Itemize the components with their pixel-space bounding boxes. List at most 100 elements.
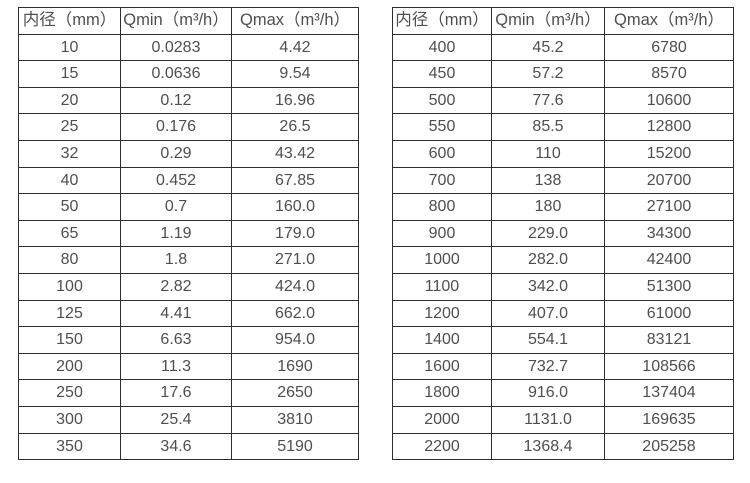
table-cell: 1131.0	[491, 405, 605, 434]
table-row: 20 0.12 16.96	[18, 86, 359, 115]
table-cell: 179.0	[231, 219, 359, 248]
table-cell: 45.2	[491, 33, 605, 62]
flow-rate-tables-container: 内径（mm） Qmin（m³/h） Qmax（m³/h） 10 0.0283 4.4…	[18, 7, 734, 461]
table-cell: 450	[392, 60, 492, 88]
table-cell: 900	[392, 219, 492, 248]
table-cell: 169635	[604, 405, 734, 434]
table-cell: 2000	[392, 405, 492, 434]
table-cell: 1368.4	[491, 432, 605, 461]
table-cell: 180	[491, 193, 605, 221]
table-header-row: 内径（mm） Qmin（m³/h） Qmax（m³/h）	[18, 7, 359, 35]
table-cell: 11.3	[120, 352, 232, 381]
table-cell: 108566	[604, 352, 734, 381]
table-row: 10 0.0283 4.42	[18, 33, 359, 62]
table-row: 900 229.0 34300	[392, 219, 734, 248]
table-cell: 916.0	[491, 379, 605, 407]
table-row: 800 180 27100	[392, 193, 734, 221]
table-cell: 732.7	[491, 352, 605, 381]
table-cell: 271.0	[231, 246, 359, 274]
table-cell: 42400	[604, 246, 734, 274]
table-cell: 0.12	[120, 86, 232, 115]
table-header-row: 内径（mm） Qmin（m³/h） Qmax（m³/h）	[392, 7, 734, 35]
table-cell: 0.0283	[120, 33, 232, 62]
table-cell: 77.6	[491, 86, 605, 115]
table-row: 50 0.7 160.0	[18, 193, 359, 221]
table-cell: 4.42	[231, 33, 359, 62]
table-cell: 550	[392, 113, 492, 141]
table-cell: 8570	[604, 60, 734, 88]
table-cell: 100	[18, 272, 121, 301]
table-row: 1400 554.1 83121	[392, 326, 734, 354]
table-cell: 138	[491, 166, 605, 195]
table-cell: 662.0	[231, 299, 359, 328]
table-cell: 16.96	[231, 86, 359, 115]
column-header-qmin: Qmin（m³/h）	[120, 7, 232, 35]
table-cell: 1690	[231, 352, 359, 381]
table-cell: 1.19	[120, 219, 232, 248]
table-cell: 40	[18, 166, 121, 195]
table-cell: 600	[392, 139, 492, 168]
table-cell: 10600	[604, 86, 734, 115]
table-cell: 205258	[604, 432, 734, 461]
table-row: 250 17.6 2650	[18, 379, 359, 407]
table-cell: 43.42	[231, 139, 359, 168]
column-header-qmax: Qmax（m³/h）	[231, 7, 359, 35]
table-cell: 2.82	[120, 272, 232, 301]
table-cell: 15	[18, 60, 121, 88]
table-cell: 27100	[604, 193, 734, 221]
table-cell: 954.0	[231, 326, 359, 354]
column-header-qmax: Qmax（m³/h）	[604, 7, 734, 35]
table-cell: 50	[18, 193, 121, 221]
table-cell: 1200	[392, 299, 492, 328]
table-row: 40 0.452 67.85	[18, 166, 359, 195]
table-cell: 25.4	[120, 405, 232, 434]
table-cell: 500	[392, 86, 492, 115]
table-cell: 125	[18, 299, 121, 328]
table-cell: 1000	[392, 246, 492, 274]
table-cell: 150	[18, 326, 121, 354]
table-cell: 200	[18, 352, 121, 381]
flow-rate-table-large-diameters: 内径（mm） Qmin（m³/h） Qmax（m³/h） 400 45.2 6780…	[392, 7, 734, 461]
table-cell: 342.0	[491, 272, 605, 301]
table-cell: 407.0	[491, 299, 605, 328]
table-cell: 554.1	[491, 326, 605, 354]
table-row: 1600 732.7 108566	[392, 352, 734, 381]
table-cell: 51300	[604, 272, 734, 301]
table-cell: 2200	[392, 432, 492, 461]
table-cell: 0.176	[120, 113, 232, 141]
table-cell: 83121	[604, 326, 734, 354]
table-cell: 700	[392, 166, 492, 195]
table-row: 15 0.0636 9.54	[18, 60, 359, 88]
table-cell: 17.6	[120, 379, 232, 407]
table-cell: 424.0	[231, 272, 359, 301]
table-cell: 80	[18, 246, 121, 274]
table-cell: 32	[18, 139, 121, 168]
table-cell: 300	[18, 405, 121, 434]
table-row: 700 138 20700	[392, 166, 734, 195]
table-row: 150 6.63 954.0	[18, 326, 359, 354]
table-row: 80 1.8 271.0	[18, 246, 359, 274]
table-row: 1200 407.0 61000	[392, 299, 734, 328]
table-cell: 110	[491, 139, 605, 168]
table-cell: 0.0636	[120, 60, 232, 88]
table-cell: 137404	[604, 379, 734, 407]
table-row: 600 110 15200	[392, 139, 734, 168]
table-row: 1100 342.0 51300	[392, 272, 734, 301]
table-row: 2200 1368.4 205258	[392, 432, 734, 461]
table-row: 32 0.29 43.42	[18, 139, 359, 168]
table-cell: 282.0	[491, 246, 605, 274]
table-cell: 1600	[392, 352, 492, 381]
table-cell: 20	[18, 86, 121, 115]
table-cell: 6780	[604, 33, 734, 62]
column-header-inner-diameter: 内径（mm）	[392, 7, 492, 35]
table-cell: 61000	[604, 299, 734, 328]
table-cell: 2650	[231, 379, 359, 407]
table-row: 65 1.19 179.0	[18, 219, 359, 248]
table-cell: 12800	[604, 113, 734, 141]
table-row: 100 2.82 424.0	[18, 272, 359, 301]
table-row: 350 34.6 5190	[18, 432, 359, 461]
table-cell: 0.452	[120, 166, 232, 195]
table-cell: 350	[18, 432, 121, 461]
table-row: 400 45.2 6780	[392, 33, 734, 62]
table-row: 550 85.5 12800	[392, 113, 734, 141]
